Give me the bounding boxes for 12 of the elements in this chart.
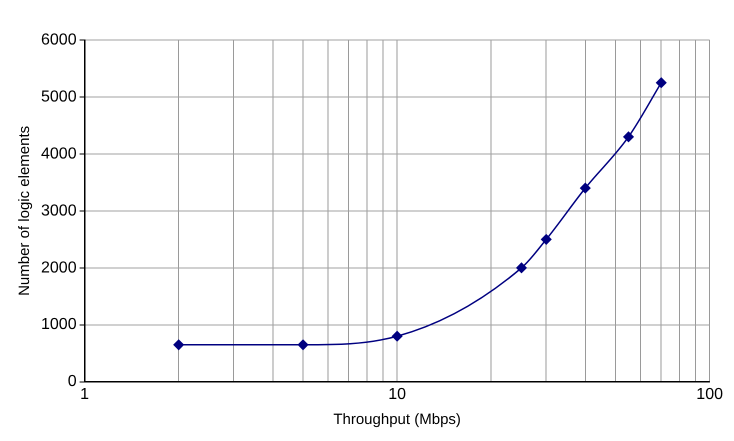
y-axis-title: Number of logic elements — [16, 126, 34, 296]
y-tick-label: 4000 — [41, 145, 77, 162]
x-tick-label: 1 — [80, 386, 90, 403]
x-tick-label: 100 — [696, 386, 724, 403]
y-tick-label: 0 — [68, 373, 77, 390]
y-tick-label: 2000 — [41, 259, 77, 276]
y-tick-label: 1000 — [41, 316, 77, 334]
y-tick-label: 3000 — [41, 202, 77, 220]
x-axis-title: Throughput (Mbps) — [333, 411, 461, 428]
x-tick-label: 10 — [388, 386, 406, 403]
y-tick-label: 5000 — [41, 88, 77, 106]
y-tick-label: 6000 — [41, 31, 77, 48]
